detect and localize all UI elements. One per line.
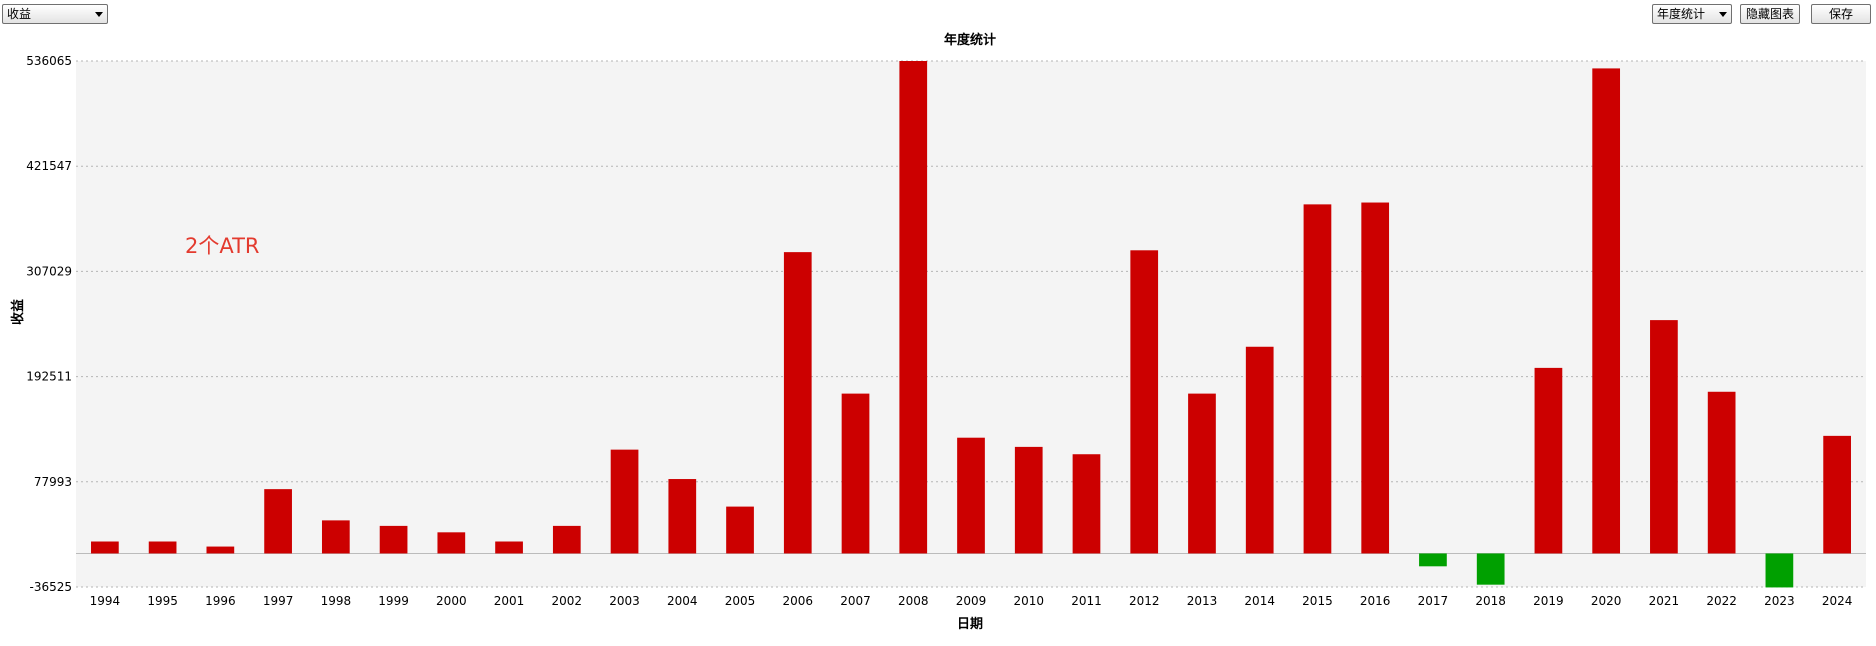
chevron-down-icon — [1719, 12, 1727, 17]
bar-2023 — [1765, 553, 1794, 588]
bar-1999 — [379, 525, 408, 554]
x-tick-label: 2011 — [1071, 594, 1102, 608]
strategy-annotation: 2个ATR — [185, 234, 260, 258]
chevron-down-icon — [95, 12, 103, 17]
bar-2013 — [1188, 393, 1216, 554]
x-tick-label: 1998 — [321, 594, 352, 608]
bar-1997 — [264, 489, 292, 554]
y-tick-label: -36525 — [29, 580, 72, 594]
bar-2017 — [1419, 553, 1447, 567]
bar-2002 — [552, 525, 581, 554]
bar-1994 — [91, 541, 119, 554]
x-tick-label: 2010 — [1013, 594, 1044, 608]
bar-2022 — [1707, 391, 1736, 554]
bar-2006 — [783, 252, 812, 554]
metric-select[interactable]: 收益 — [2, 4, 108, 24]
x-tick-label: 2013 — [1187, 594, 1218, 608]
save-button[interactable]: 保存 — [1811, 4, 1871, 24]
x-tick-label: 1994 — [90, 594, 121, 608]
bar-2001 — [495, 541, 523, 554]
bar-2020 — [1592, 68, 1621, 554]
y-tick-label: 421547 — [26, 159, 72, 173]
x-tick-label: 2002 — [552, 594, 583, 608]
metric-select-value: 收益 — [7, 7, 32, 21]
bar-2016 — [1361, 202, 1390, 554]
bar-2003 — [610, 449, 639, 554]
y-tick-label: 77993 — [34, 475, 72, 489]
x-tick-label: 2001 — [494, 594, 525, 608]
x-tick-label: 2005 — [725, 594, 756, 608]
bar-2021 — [1650, 320, 1678, 554]
bar-1998 — [321, 520, 350, 554]
x-tick-label: 2017 — [1418, 594, 1449, 608]
x-tick-label: 2018 — [1475, 594, 1506, 608]
chart-title: 年度统计 — [944, 32, 996, 48]
x-axis-label: 日期 — [957, 617, 983, 632]
x-tick-label: 1995 — [147, 594, 178, 608]
bar-2015 — [1303, 204, 1332, 554]
bars — [91, 61, 1851, 588]
y-tick-label: 536065 — [26, 54, 72, 68]
x-tick-label: 2004 — [667, 594, 698, 608]
x-tick-label: 2012 — [1129, 594, 1160, 608]
bar-2019 — [1534, 367, 1563, 554]
bar-2009 — [957, 437, 985, 554]
bar-2005 — [726, 506, 754, 554]
x-tick-label: 2019 — [1533, 594, 1564, 608]
y-tick-label: 307029 — [26, 264, 72, 278]
bar-2008 — [899, 61, 928, 554]
x-tick-label: 2008 — [898, 594, 929, 608]
x-tick-label: 2024 — [1822, 594, 1853, 608]
x-tick-label: 2020 — [1591, 594, 1622, 608]
x-tick-label: 2000 — [436, 594, 467, 608]
x-tick-label: 1997 — [263, 594, 294, 608]
x-tick-label: 1996 — [205, 594, 236, 608]
x-tick-label: 2021 — [1649, 594, 1680, 608]
x-tick-label: 2022 — [1706, 594, 1737, 608]
bar-1996 — [206, 546, 235, 554]
bar-2024 — [1823, 435, 1851, 554]
x-tick-label: 2009 — [956, 594, 987, 608]
hide-chart-label: 隐藏图表 — [1745, 7, 1794, 21]
period-select[interactable]: 年度统计 — [1652, 4, 1732, 24]
x-tick-label: 1999 — [378, 594, 409, 608]
x-tick-label: 2023 — [1764, 594, 1795, 608]
x-tick-label: 2006 — [783, 594, 814, 608]
x-tick-labels: 1994 1995 1996 1997 1998 1999 2000 2001 2002 2003… — [90, 594, 1853, 608]
bar-2007 — [841, 393, 870, 554]
bar-2014 — [1245, 346, 1274, 554]
bar-2011 — [1072, 454, 1101, 554]
x-tick-label: 2003 — [609, 594, 640, 608]
save-label: 保存 — [1828, 7, 1853, 21]
hide-chart-button[interactable]: 隐藏图表 — [1740, 4, 1800, 24]
y-tick-labels: -36525 77993 192511 307029 421547 536065 — [26, 54, 72, 594]
bar-2010 — [1014, 446, 1043, 554]
bar-2012 — [1130, 250, 1159, 554]
x-tick-label: 2014 — [1244, 594, 1275, 608]
x-tick-label: 2015 — [1302, 594, 1333, 608]
period-select-value: 年度统计 — [1657, 7, 1706, 21]
y-axis-label: 收益 — [10, 299, 26, 325]
y-tick-label: 192511 — [26, 370, 72, 384]
bar-2000 — [437, 532, 466, 554]
bar-2004 — [668, 479, 697, 554]
x-tick-label: 2007 — [840, 594, 871, 608]
x-tick-label: 2016 — [1360, 594, 1391, 608]
bar-1995 — [148, 541, 177, 554]
bar-2018 — [1476, 553, 1505, 585]
